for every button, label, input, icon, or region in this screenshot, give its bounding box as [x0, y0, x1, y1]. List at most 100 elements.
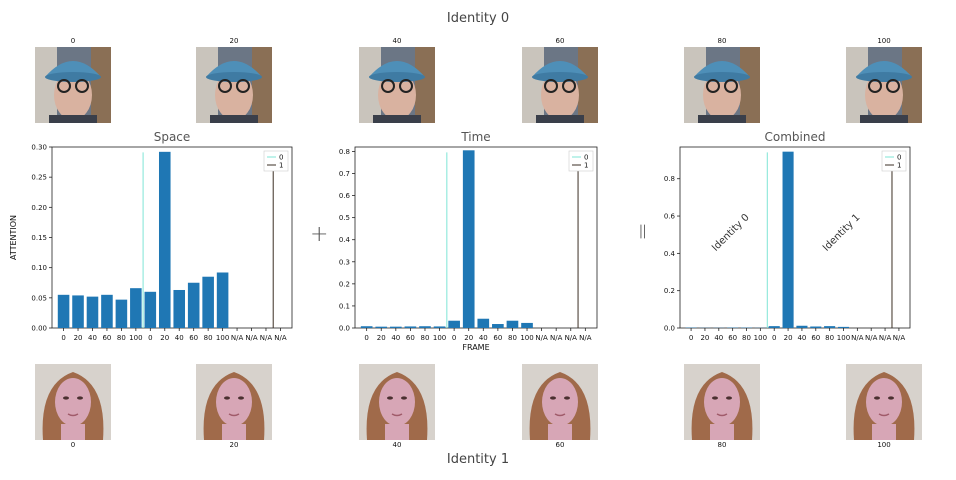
x-tick-label: N/A [879, 334, 892, 342]
y-tick-label: 0.2 [664, 287, 675, 295]
bar [101, 294, 113, 328]
x-tick-label: 100 [837, 334, 850, 342]
identity1-frame-label: 80 [717, 441, 727, 449]
bar [824, 326, 836, 328]
bar [837, 326, 850, 328]
legend-label: 0 [279, 154, 283, 162]
identity1-frame-label: 100 [877, 441, 891, 449]
y-tick-label: 0.6 [664, 213, 676, 221]
x-tick-label: 20 [74, 334, 83, 342]
chart-title: Time [460, 130, 490, 144]
bar [360, 326, 373, 328]
bar [57, 294, 70, 328]
plus-operator: + [310, 222, 329, 247]
identity1-face-image [196, 364, 272, 440]
x-axis-label: FRAME [462, 343, 489, 352]
x-tick-label: 40 [479, 334, 488, 342]
identity1-frame-label: 20 [229, 441, 239, 449]
bar [173, 289, 186, 328]
x-tick-label: 100 [754, 334, 767, 342]
identity1-frame-label: 40 [392, 441, 402, 449]
identity0-face-image [196, 47, 272, 123]
x-tick-label: 100 [433, 334, 446, 342]
identity0-frame-label: 100 [877, 37, 891, 45]
y-tick-label: 0.8 [339, 148, 350, 156]
identity0-face-image [359, 47, 435, 123]
identity1-face-image [846, 364, 922, 440]
y-tick-label: 0.0 [339, 325, 350, 333]
identity0-face-image [522, 47, 598, 123]
bar [72, 295, 84, 328]
time-chart: Time 0.0 0.1 0.2 0.3 0.4 0.5 0.6 0.7 0.8 0 20 40 60 80… [339, 130, 598, 352]
identity-annotation: Identity 0 [710, 212, 752, 254]
y-tick-label: 0.0 [664, 325, 675, 333]
x-tick-label: 100 [520, 334, 533, 342]
bar [768, 326, 780, 328]
x-tick-label: 60 [189, 334, 198, 342]
x-tick-label: 80 [421, 334, 430, 342]
identity-annotation: Identity 1 [821, 212, 863, 254]
y-tick-label: 0.05 [31, 294, 47, 302]
identity0-face-image [846, 47, 922, 123]
x-tick-label: N/A [893, 334, 906, 342]
bar [506, 320, 519, 328]
y-tick-label: 0.25 [31, 174, 47, 182]
x-tick-label: 40 [175, 334, 184, 342]
bar [433, 326, 446, 328]
legend-label: 1 [584, 162, 588, 170]
space-chart: Space 0.00 0.05 0.10 0.15 0.20 0.25 0.30 0 20 40 60… [9, 130, 293, 342]
x-tick-label: 60 [811, 334, 820, 342]
x-tick-label: 60 [406, 334, 415, 342]
x-tick-label: N/A [865, 334, 878, 342]
bottom-identity-title: Identity 1 [446, 452, 510, 467]
bar [144, 291, 157, 328]
x-tick-label: 20 [784, 334, 793, 342]
legend-box [881, 150, 907, 172]
legend-label: 0 [584, 154, 588, 162]
x-tick-label: 0 [61, 334, 65, 342]
identity1-face-image [684, 364, 760, 440]
x-tick-label: 20 [160, 334, 169, 342]
x-tick-label: 80 [742, 334, 751, 342]
x-tick-label: 100 [216, 334, 229, 342]
x-tick-label: 40 [391, 334, 400, 342]
bar [782, 151, 794, 328]
x-tick-label: 0 [452, 334, 456, 342]
bar [462, 150, 475, 328]
x-tick-label: N/A [535, 334, 548, 342]
bar [521, 322, 533, 328]
identity0-frame-label: 60 [555, 37, 565, 45]
bar [130, 288, 142, 328]
identity0-frame-label: 80 [717, 37, 727, 45]
bar [187, 282, 200, 328]
plot-frame [679, 146, 911, 329]
y-tick-label: 0.8 [664, 175, 675, 183]
y-tick-label: 0.5 [339, 214, 350, 222]
x-tick-label: 80 [117, 334, 126, 342]
identity1-frame-label: 60 [555, 441, 565, 449]
y-tick-label: 0.00 [31, 325, 47, 333]
x-tick-label: 100 [129, 334, 142, 342]
x-tick-label: N/A [565, 334, 578, 342]
y-tick-label: 0.30 [31, 144, 47, 152]
x-tick-label: 20 [464, 334, 473, 342]
x-tick-label: N/A [260, 334, 273, 342]
legend-box [568, 150, 594, 172]
bar [216, 272, 229, 328]
x-tick-label: 0 [689, 334, 693, 342]
bar [492, 324, 504, 328]
identity1-face-image [359, 364, 435, 440]
identity1-frame-label: 0 [70, 441, 76, 449]
x-tick-label: N/A [231, 334, 244, 342]
y-tick-label: 0.15 [31, 234, 47, 242]
bar [375, 326, 388, 328]
top-identity-title: Identity 0 [446, 11, 510, 26]
bar [419, 326, 431, 328]
bar [796, 325, 808, 328]
y-tick-label: 0.7 [339, 170, 350, 178]
identity0-frame-label: 20 [229, 37, 239, 45]
bar [86, 296, 99, 328]
legend-label: 1 [897, 162, 901, 170]
chart-title: Space [154, 130, 191, 144]
